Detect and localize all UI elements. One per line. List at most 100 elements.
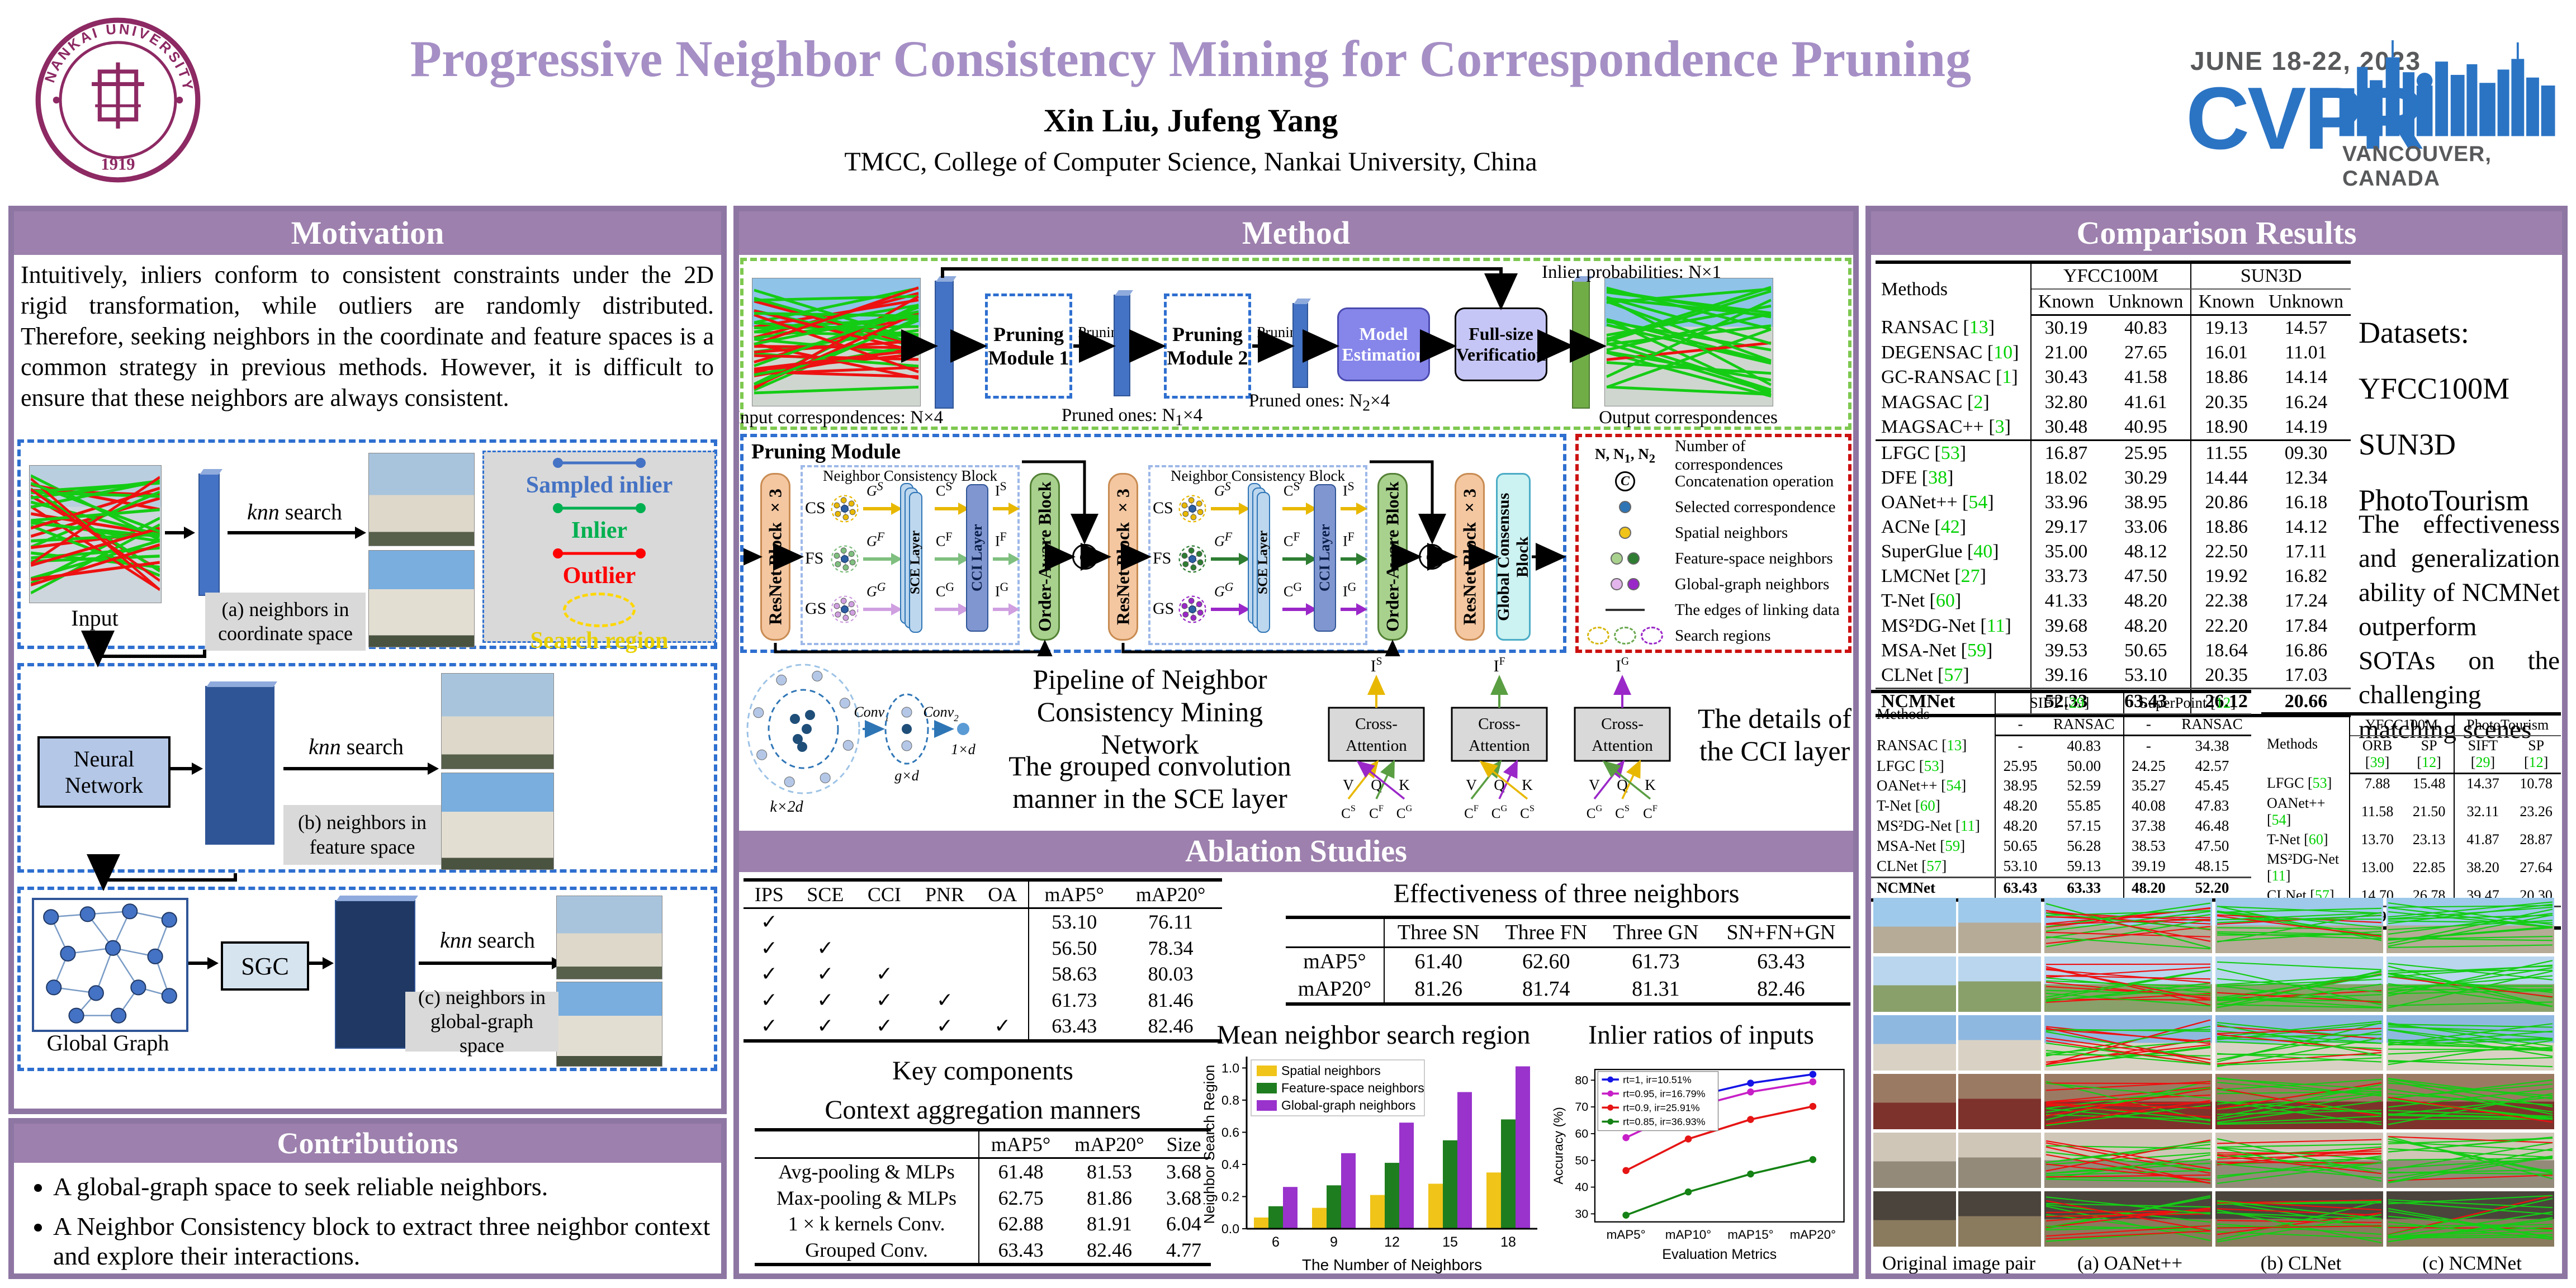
svg-text:g×d: g×d: [894, 768, 920, 784]
svg-text:Attention: Attention: [1592, 737, 1653, 755]
svg-text:1×d: 1×d: [951, 741, 976, 757]
table-row: MS²DG-Net [11] 13.00 22.85 38.20 27.64: [2261, 849, 2561, 887]
table-row: T-Net [60] 13.70 23.13 41.87 28.87: [2261, 830, 2561, 850]
legend-outlier: Outlier: [484, 547, 714, 589]
match-result-image: [2215, 956, 2383, 1012]
global-consensus-block: Global Consensus Block: [1494, 473, 1532, 641]
qual-row: [1873, 956, 2560, 1012]
qual-row: [1873, 1191, 2560, 1247]
comparison-header: Comparison Results: [1871, 211, 2562, 255]
match-result-image: [2044, 1191, 2212, 1247]
correspondence-lines: [2045, 902, 2211, 950]
qual-row: [1873, 1133, 2560, 1188]
bar-chart-svg: 0.0 0.2 0.4 0.6 0.8 1.0 6 9 12 15 18 Spatial neighb…: [1201, 1057, 1537, 1273]
svg-text:0.4: 0.4: [1221, 1157, 1239, 1172]
table-row: T-Net [60] 48.20 55.85 40.08 47.83: [1871, 796, 2251, 817]
input-label: Input: [71, 605, 119, 631]
method-legend: N, N1, N2 Number of correspondences C Conca…: [1575, 434, 1852, 653]
pruned1-label: Pruned ones: N1×4: [1061, 405, 1203, 429]
search-regions-icon: [1587, 627, 1609, 645]
legend-item: N, N1, N2 Number of correspondences: [1583, 437, 1844, 473]
correspondence-lines: [2217, 961, 2382, 1008]
inlier-probs-label: Inlier probabilities: N×1: [1542, 262, 1722, 282]
svg-text:mAP20°: mAP20°: [1790, 1228, 1836, 1242]
table-row: Max-pooling & MLPs 62.75 81.86 3.68: [755, 1185, 1211, 1211]
table-row: mAP5° 61.40 62.60 61.73 63.43: [1286, 947, 1850, 976]
slab: [1114, 295, 1130, 396]
three-neighbors-title: Effectiveness of three neighbors: [1393, 879, 1740, 908]
key-components-table: IPS SCE CCI PNR OA mAP5° mAP20° ✓ 53.10 76.11…: [744, 878, 1222, 1043]
legend-search-region: Search region: [484, 593, 714, 654]
svg-text:Conv1: Conv1: [854, 704, 889, 723]
table-row: ✓ ✓ ✓ ✓ ✓ 63.43 82.46: [744, 1013, 1222, 1041]
svg-text:The Number of Neighbors: The Number of Neighbors: [1302, 1256, 1482, 1273]
table-row: CLNet [57] 39.16 53.10 20.35 17.03: [1876, 662, 2351, 689]
correspondence-lines: [2217, 905, 2382, 943]
svg-text:Evaluation Metrics: Evaluation Metrics: [1662, 1247, 1777, 1262]
line-chart-title: Inlier ratios of inputs: [1588, 1020, 1814, 1050]
svg-text:40: 40: [1575, 1181, 1588, 1194]
svg-text:rt=0.95, ir=16.79%: rt=0.95, ir=16.79%: [1623, 1088, 1706, 1099]
legend-item: Search regions: [1583, 623, 1844, 648]
table-row: ✓ ✓ 56.50 78.34: [744, 935, 1222, 962]
svg-text:0.6: 0.6: [1221, 1125, 1239, 1139]
legend-item-label: Concatenation operation: [1675, 472, 1834, 490]
concat-circle-1: C: [1072, 544, 1098, 570]
original-pair-image: [1873, 1074, 2041, 1129]
contributions-panel: Contributions A global-graph space to se…: [8, 1118, 727, 1279]
match-result-image: [2215, 1015, 2383, 1071]
svg-text:CF: CF: [1643, 803, 1658, 821]
contribution-item: A Neighbor Consistency block to extract …: [53, 1211, 716, 1271]
svg-text:Cross-: Cross-: [1478, 715, 1521, 733]
legend-item-label: Feature-space neighbors: [1675, 549, 1833, 567]
svg-text:IG: IG: [1616, 656, 1629, 675]
pipeline-caption: Pipeline of Neighbor Consistency Mining …: [1033, 664, 1267, 760]
match-result-image: [2386, 1133, 2554, 1188]
table-row: T-Net [60] 41.33 48.20 22.38 17.24: [1876, 589, 2351, 614]
feature-neighbor-icon: [1611, 552, 1623, 565]
model-estimation-box: Model Estimation: [1337, 307, 1430, 381]
svg-text:CG: CG: [1491, 803, 1508, 821]
edge-icon: [1606, 609, 1645, 611]
pipeline-input-label: Input correspondences: N×4: [733, 408, 944, 428]
svg-text:CG: CG: [1587, 803, 1603, 821]
svg-text:Q: Q: [1371, 776, 1382, 793]
table-row: DFE [38] 18.02 30.29 14.44 12.34: [1876, 465, 2351, 490]
neighbor-cluster-icon: [1178, 545, 1206, 573]
match-result-image: [2044, 1074, 2212, 1129]
qualitative-grid: [1873, 898, 2560, 1250]
correspondence-lines: [2388, 901, 2553, 949]
concat-circle-2: C: [1419, 544, 1445, 570]
selected-correspondence-icon: [1619, 501, 1631, 513]
match-result-image: [2386, 1074, 2554, 1129]
ncb-row-label: FS: [1153, 549, 1172, 567]
neural-network-box: Neural Network: [37, 736, 171, 808]
table-row: GC-RANSAC [1] 30.43 41.58 18.86 14.14: [1876, 365, 2351, 390]
svg-text:Global-graph neighbors: Global-graph neighbors: [1281, 1098, 1415, 1112]
qual-caption: (c) NCMNet: [2422, 1252, 2522, 1274]
svg-text:60: 60: [1575, 1127, 1588, 1140]
ncb-row-label: FS: [805, 549, 824, 567]
feature-slab: [198, 473, 220, 596]
svg-text:K: K: [1522, 776, 1533, 793]
svg-text:30: 30: [1575, 1208, 1588, 1221]
table-row: DEGENSAC [10] 21.00 27.65 16.01 11.01: [1876, 340, 2351, 366]
correspondence-lines: [2388, 1022, 2553, 1068]
table-row: 1 × k kernels Conv. 62.88 81.91 6.04: [755, 1211, 1211, 1237]
nankai-university-seal: NANKAI UNIVERSITY 1919: [35, 17, 201, 183]
neighbor-cluster-icon: [1178, 495, 1206, 523]
svg-text:Cross-: Cross-: [1601, 715, 1644, 733]
main-comparison-table: Methods YFCC100M SUN3D Known Unknown Know…: [1876, 261, 2351, 717]
match-result-image: [2215, 1074, 2383, 1129]
svg-text:rt=0.9, ir=25.91%: rt=0.9, ir=25.91%: [1623, 1102, 1700, 1114]
line-chart-svg: 30 40 50 60 70 80 mAP5° mAP10° mAP15° mAP20° rt=1,…: [1551, 1068, 1845, 1262]
correspondence-lines: [2388, 1136, 2553, 1183]
svg-text:Conv2: Conv2: [923, 704, 959, 723]
table-row: LFGC [53] 25.95 50.00 24.25 42.57: [1871, 756, 2251, 776]
sgc-box: SGC: [221, 941, 309, 991]
datasets-note: Datasets: YFCC100M SUN3D PhotoTourism: [2359, 316, 2530, 517]
svg-text:Spatial neighbors: Spatial neighbors: [1281, 1063, 1381, 1078]
svg-text:Attention: Attention: [1469, 737, 1530, 755]
sift-superpoint-table: Methods SIFT [29] SuperPoint [12] - RANSA…: [1871, 690, 2251, 902]
authors: Xin Liu, Jufeng Yang: [1043, 102, 1338, 139]
